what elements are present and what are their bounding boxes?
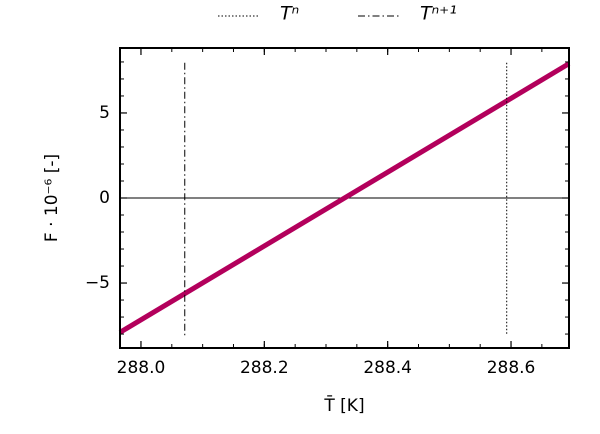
legend-label: Tⁿ⁺¹ (420, 3, 457, 25)
y-tick-label: 0 (99, 188, 110, 208)
x-tick-label: 288.4 (363, 358, 412, 378)
x-tick-label: 288.2 (240, 358, 289, 378)
series-line (118, 61, 571, 335)
x-tick-label: 288.0 (117, 358, 166, 378)
legend-label: Tⁿ (280, 3, 299, 25)
x-tick-label: 288.6 (487, 358, 536, 378)
y-tick-label: 5 (99, 103, 110, 123)
y-axis-label: F · 10⁻⁶ [-] (42, 154, 62, 242)
y-tick-label: −5 (85, 273, 110, 293)
x-axis-label: T̄ [K] (323, 394, 364, 416)
